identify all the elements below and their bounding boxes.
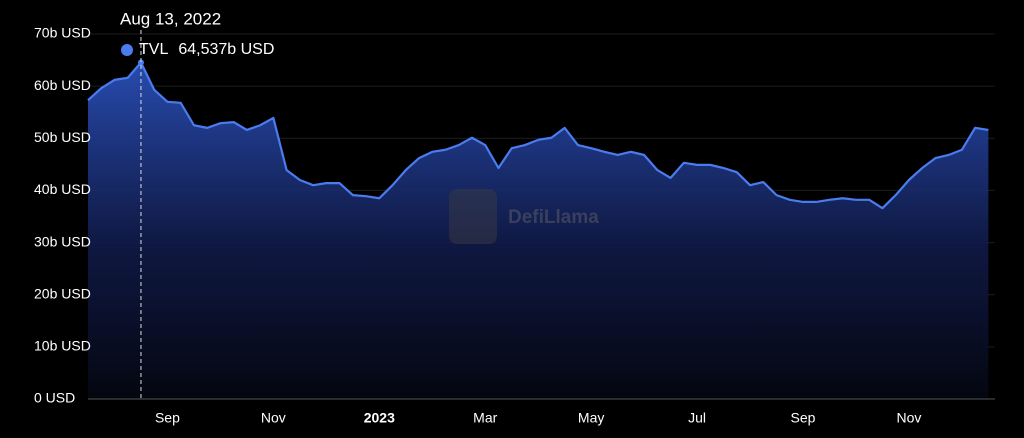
y-tick-label: 60b USD bbox=[34, 77, 91, 93]
area bbox=[88, 62, 989, 400]
axes: 0 USD 10b USD 20b USD 30b USD 40b USD 50b USD… bbox=[34, 25, 995, 426]
tooltip-date: Aug 13, 2022 bbox=[120, 9, 221, 28]
plot bbox=[87, 59, 989, 400]
x-tick-label: May bbox=[578, 410, 604, 426]
watermark: DefiLlama bbox=[508, 207, 599, 228]
watermark-logo bbox=[449, 189, 497, 244]
tooltip-value: 64,537b USD bbox=[178, 41, 274, 58]
tooltip-series-name: TVL bbox=[139, 41, 168, 58]
x-tick-label: Sep bbox=[791, 410, 816, 426]
x-tick-label: 2023 bbox=[364, 410, 395, 426]
x-tick-label: Nov bbox=[896, 410, 921, 426]
y-tick-label: 50b USD bbox=[34, 129, 91, 145]
x-tick-label: Jul bbox=[688, 410, 706, 426]
y-tick-label: 70b USD bbox=[34, 25, 91, 41]
highlight-point bbox=[137, 59, 144, 66]
watermark-group: DefiLlama bbox=[449, 189, 599, 244]
x-tick-label: Sep bbox=[155, 410, 180, 426]
y-tick-label: 10b USD bbox=[34, 338, 91, 354]
y-tick-label: 0 USD bbox=[34, 390, 75, 406]
tooltip-swatch bbox=[121, 44, 133, 56]
y-tick-label: 30b USD bbox=[34, 233, 91, 249]
tooltip: Aug 13, 2022 TVL 64,537b USD bbox=[120, 9, 274, 399]
line bbox=[87, 61, 989, 210]
y-tick-label: 20b USD bbox=[34, 285, 91, 301]
x-tick-label: Nov bbox=[261, 410, 286, 426]
y-tick-label: 40b USD bbox=[34, 181, 91, 197]
x-tick-label: Mar bbox=[473, 410, 497, 426]
